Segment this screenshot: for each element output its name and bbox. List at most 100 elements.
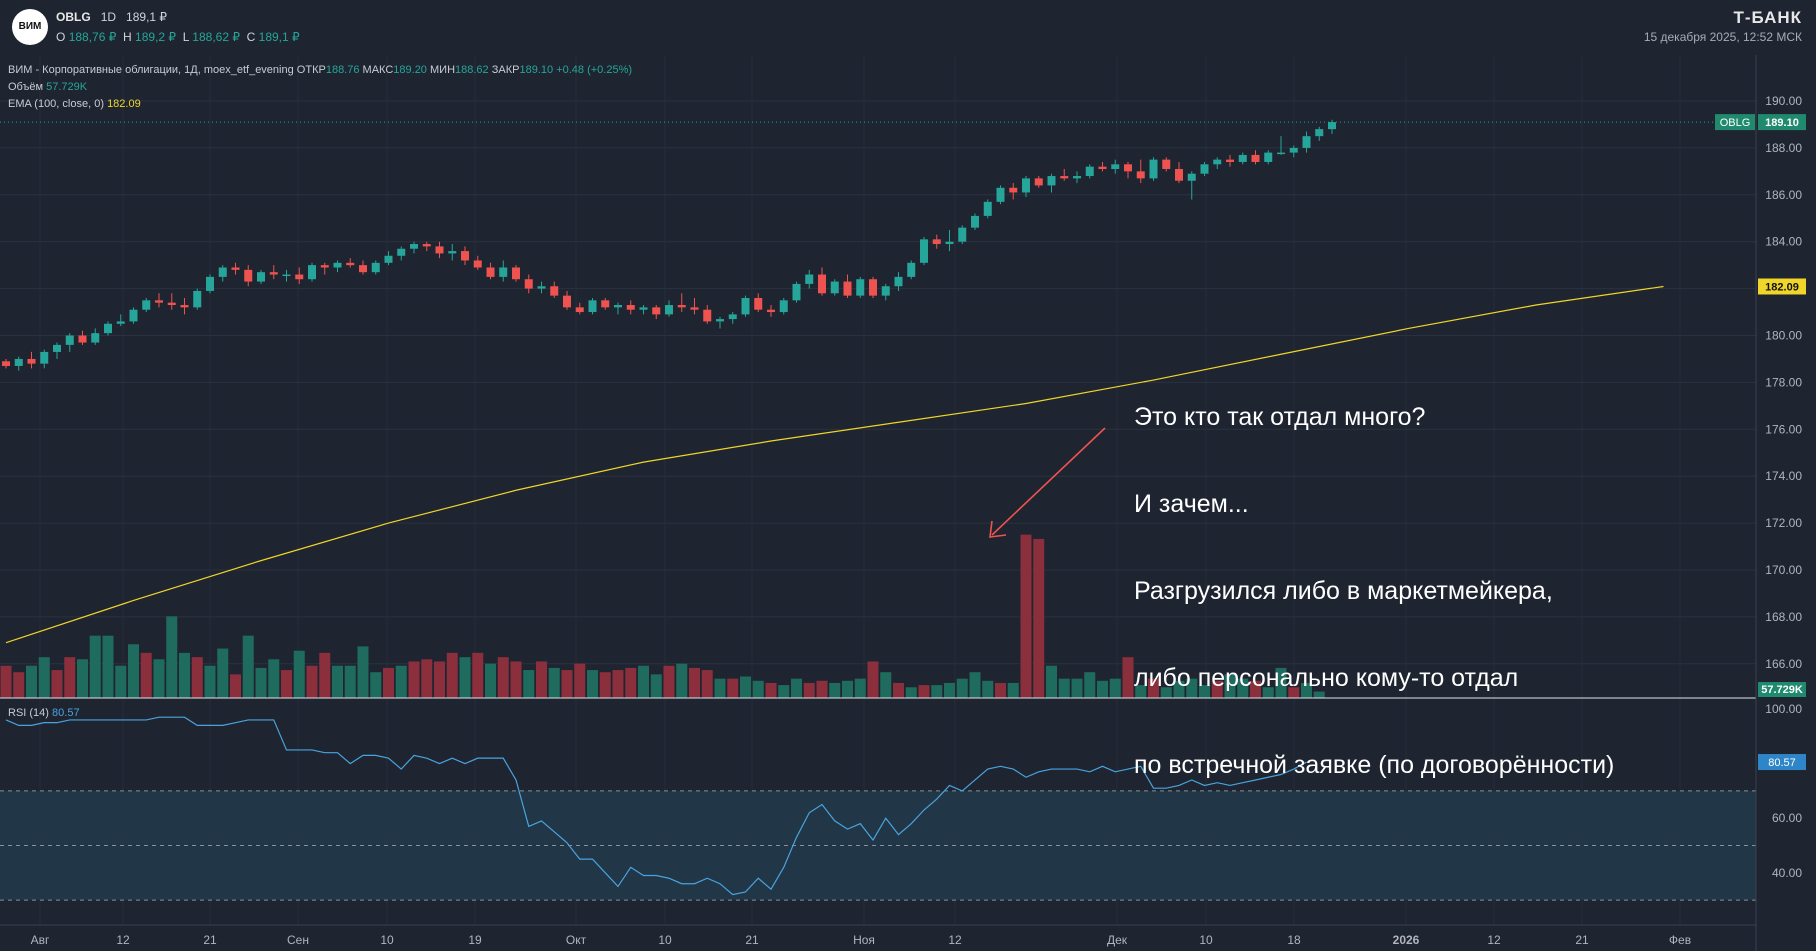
candle-body [320, 265, 329, 268]
volume-bar [140, 652, 152, 698]
candle-body [193, 290, 202, 308]
legend-main: ВИМ - Корпоративные облигации, 1Д, moex_… [8, 64, 633, 76]
candle-body [1111, 164, 1120, 170]
candle-body [91, 333, 100, 343]
volume-bar [714, 678, 726, 698]
ema-price-box [1758, 278, 1806, 295]
candle-body [1098, 166, 1107, 170]
volume-bar [638, 665, 649, 698]
volume-bar [561, 670, 573, 698]
time-tick-label: Фев [1669, 933, 1691, 947]
candle-body [703, 309, 712, 322]
volume-value-box [1758, 682, 1806, 697]
candle-body [665, 305, 673, 315]
candle-body [741, 297, 750, 315]
volume-bar [357, 646, 369, 698]
volume-bar [1275, 667, 1287, 698]
candle-body [257, 272, 265, 282]
volume-bar [1237, 678, 1249, 698]
candle-body [869, 279, 877, 296]
candle-body [180, 305, 189, 308]
candle-body [767, 309, 775, 313]
volume-bar [26, 665, 37, 698]
candle-body [142, 300, 151, 310]
volume-bar [128, 644, 139, 698]
symbol-line: OBLG 1D 189,1 ₽ [56, 10, 167, 24]
volume-bar [1058, 678, 1070, 698]
candle-body [333, 262, 342, 268]
candle-body [652, 307, 661, 315]
candle-body [537, 286, 546, 289]
candle-body [78, 335, 87, 343]
candle-body [690, 307, 699, 310]
volume-bar [0, 665, 12, 698]
volume-bar [1313, 691, 1325, 698]
candle-body [435, 246, 444, 254]
candle-body [512, 267, 520, 280]
time-tick-label: 10 [1199, 933, 1213, 947]
candle-body [14, 358, 23, 366]
logo-icon: ВИМ [12, 9, 48, 45]
price-tick-label: 186.00 [1765, 188, 1802, 202]
candle-body [626, 305, 635, 310]
chart-svg[interactable]: 190.00188.00186.00184.00182.00180.00178.… [0, 55, 1816, 951]
candle-body [2, 361, 10, 366]
volume-bar [485, 663, 496, 698]
interval[interactable]: 1D [100, 10, 117, 24]
volume-bar [217, 648, 229, 698]
candle-body [856, 279, 865, 296]
candle-body [206, 276, 214, 291]
candle-body [881, 286, 890, 296]
volume-bar [472, 652, 484, 698]
time-tick-label: 21 [1575, 933, 1589, 947]
volume-bar [1007, 682, 1019, 698]
volume-bar [905, 687, 917, 698]
volume-bar [77, 659, 88, 698]
volume-bar [268, 659, 280, 698]
volume-bar [1148, 678, 1159, 698]
price-tick-label: 188.00 [1765, 141, 1802, 155]
candle-body [1264, 152, 1273, 162]
annotation-arrowhead [989, 520, 1007, 538]
candle-body [996, 187, 1005, 202]
candle-body [116, 321, 125, 324]
candle-body [524, 279, 533, 289]
volume-bar [242, 635, 254, 698]
candle-body [486, 267, 495, 277]
candle-body [1060, 176, 1069, 179]
symbol-name[interactable]: OBLG [56, 10, 91, 24]
rsi-tick-label: 40.00 [1772, 866, 1802, 880]
volume-bar [1224, 674, 1236, 698]
volume-bar [204, 665, 216, 698]
candle-body [1149, 159, 1158, 179]
volume-bar [829, 682, 841, 698]
volume-bar [701, 670, 713, 698]
candle-body [945, 241, 954, 245]
volume-bar [408, 661, 420, 698]
candle-body [588, 300, 597, 313]
time-tick-label: Авг [31, 933, 50, 947]
candle-body [932, 239, 941, 245]
time-tick-label: Дек [1107, 933, 1128, 947]
price-tick-label: 190.00 [1765, 94, 1802, 108]
volume-bar [1046, 665, 1057, 698]
candle-body [1213, 159, 1222, 165]
candle-body [473, 260, 482, 268]
candle-body [129, 309, 138, 322]
candle-body [907, 262, 916, 277]
candle-body [1226, 159, 1234, 162]
volume-bar [969, 672, 981, 698]
time-tick-label: Ноя [853, 933, 875, 947]
time-tick-label: 19 [468, 933, 482, 947]
volume-bar [918, 685, 930, 698]
candle-body [1022, 178, 1030, 193]
volume-bar [38, 657, 50, 698]
datetime: 15 декабря 2025, 12:52 МСК [1643, 30, 1802, 44]
last-price: 189,1 ₽ [126, 10, 168, 24]
candle-body [818, 274, 826, 294]
candle-body [397, 248, 406, 256]
candle-body [983, 201, 992, 216]
volume-bar [944, 682, 955, 698]
volume-bar [1122, 657, 1134, 698]
volume-bar [230, 674, 241, 698]
